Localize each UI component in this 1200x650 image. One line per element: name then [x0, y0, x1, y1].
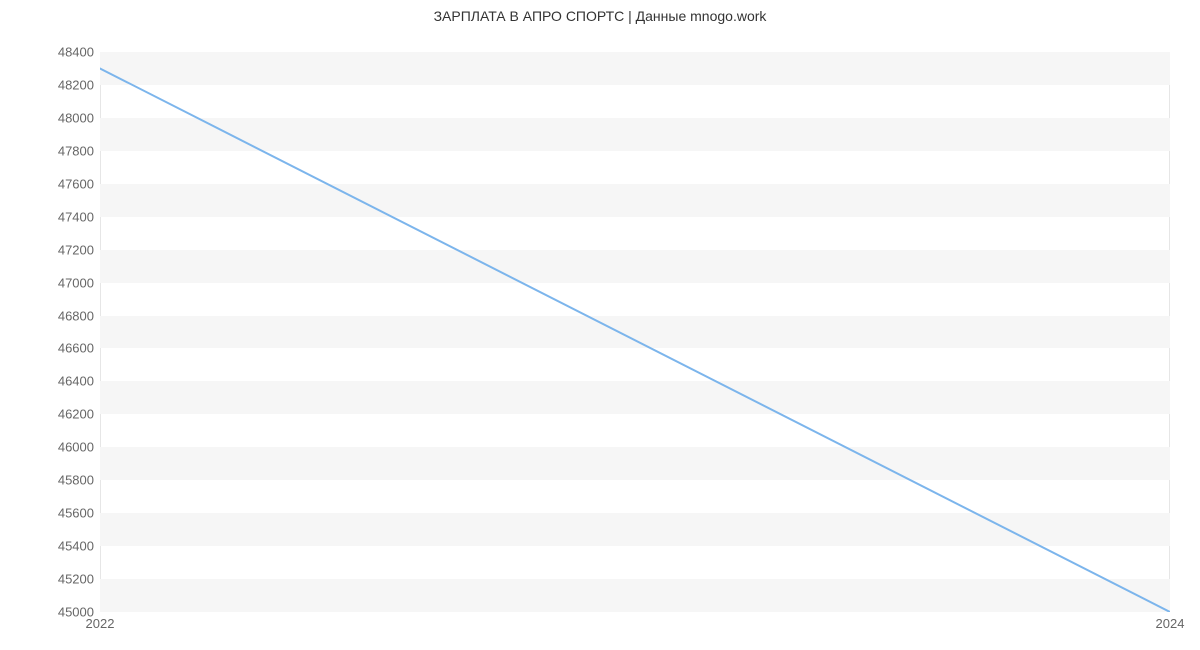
plot-area — [100, 52, 1170, 612]
salary-chart: ЗАРПЛАТА В АПРО СПОРТС | Данные mnogo.wo… — [0, 0, 1200, 650]
y-tick-label: 46800 — [4, 308, 94, 323]
y-tick-label: 45800 — [4, 473, 94, 488]
y-tick-label: 45000 — [4, 605, 94, 620]
y-tick-label: 47000 — [4, 275, 94, 290]
line-series — [100, 52, 1170, 612]
x-tick-label: 2022 — [86, 616, 115, 631]
y-tick-label: 45600 — [4, 506, 94, 521]
series-line-salary — [100, 68, 1170, 612]
y-tick-label: 45400 — [4, 539, 94, 554]
y-tick-label: 47400 — [4, 209, 94, 224]
y-tick-label: 47800 — [4, 143, 94, 158]
chart-title: ЗАРПЛАТА В АПРО СПОРТС | Данные mnogo.wo… — [0, 8, 1200, 24]
y-tick-label: 48400 — [4, 45, 94, 60]
y-tick-label: 47200 — [4, 242, 94, 257]
x-tick-label: 2024 — [1156, 616, 1185, 631]
y-tick-label: 46000 — [4, 440, 94, 455]
y-tick-label: 48000 — [4, 110, 94, 125]
y-tick-label: 46200 — [4, 407, 94, 422]
y-tick-label: 46400 — [4, 374, 94, 389]
y-tick-label: 45200 — [4, 572, 94, 587]
y-tick-label: 48200 — [4, 77, 94, 92]
y-tick-label: 46600 — [4, 341, 94, 356]
y-tick-label: 47600 — [4, 176, 94, 191]
